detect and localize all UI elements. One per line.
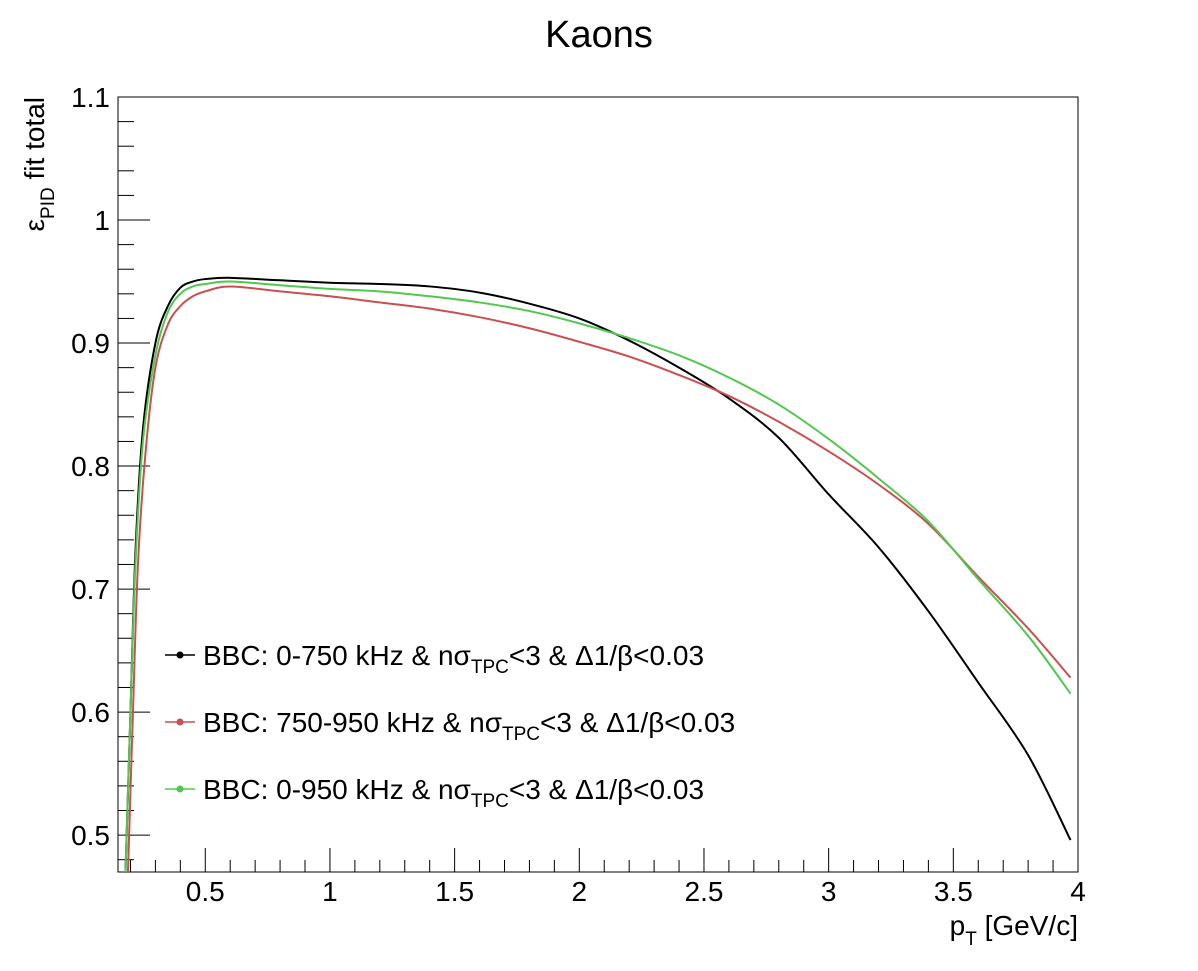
y-axis-label-sub: PID <box>38 187 59 219</box>
legend-entry: BBC: 750-950 kHz & nσTPC<3 & Δ1/β<0.03 <box>203 707 735 745</box>
legend-marker <box>176 651 184 659</box>
series-line-1 <box>124 276 1072 873</box>
x-tick-label: 2.5 <box>685 876 724 907</box>
y-tick-label: 1.1 <box>71 82 110 113</box>
x-axis-label-sub: T <box>965 929 977 950</box>
legend-entry: BBC: 0-750 kHz & nσTPC<3 & Δ1/β<0.03 <box>203 640 704 678</box>
x-axis-label-main: p <box>950 910 966 941</box>
series-line-2 <box>126 285 1072 873</box>
chart-title: Kaons <box>545 14 653 56</box>
y-tick-label: 0.5 <box>71 820 110 851</box>
axes: 0.5 1 1.5 2 2.5 3 3.5 4 0.5 0.6 0.7 0.8 0.9 1 1.1 <box>71 82 1086 907</box>
y-tick-label: 0.8 <box>71 451 110 482</box>
x-tick-label: 0.5 <box>186 876 225 907</box>
series-line-3 <box>124 280 1072 873</box>
x-tick-label: 1 <box>322 876 338 907</box>
plot-frame <box>117 96 1079 873</box>
x-tick-label: 4 <box>1070 876 1086 907</box>
y-tick-label: 1 <box>94 205 110 236</box>
x-tick-label: 1.5 <box>435 876 474 907</box>
legend-entry: BBC: 0-950 kHz & nσTPC<3 & Δ1/β<0.03 <box>203 774 704 812</box>
y-tick-label: 0.7 <box>71 574 110 605</box>
x-axis-label: pT [GeV/c] <box>950 910 1078 950</box>
legend-marker <box>176 718 184 726</box>
series-lines <box>124 276 1072 873</box>
y-tick-label: 0.9 <box>71 328 110 359</box>
y-axis-label-rest: fit total <box>19 97 50 187</box>
y-axis-label-main: ε <box>19 219 50 231</box>
x-tick-label: 2 <box>572 876 588 907</box>
y-axis-label: εPID fit total <box>19 97 59 231</box>
x-axis-label-rest: [GeV/c] <box>977 910 1078 941</box>
legend: BBC: 0-750 kHz & nσTPC<3 & Δ1/β<0.03 BBC:… <box>165 640 735 812</box>
y-tick-label: 0.6 <box>71 697 110 728</box>
x-tick-label: 3.5 <box>934 876 973 907</box>
x-tick-label: 3 <box>821 876 837 907</box>
legend-marker <box>176 785 184 793</box>
